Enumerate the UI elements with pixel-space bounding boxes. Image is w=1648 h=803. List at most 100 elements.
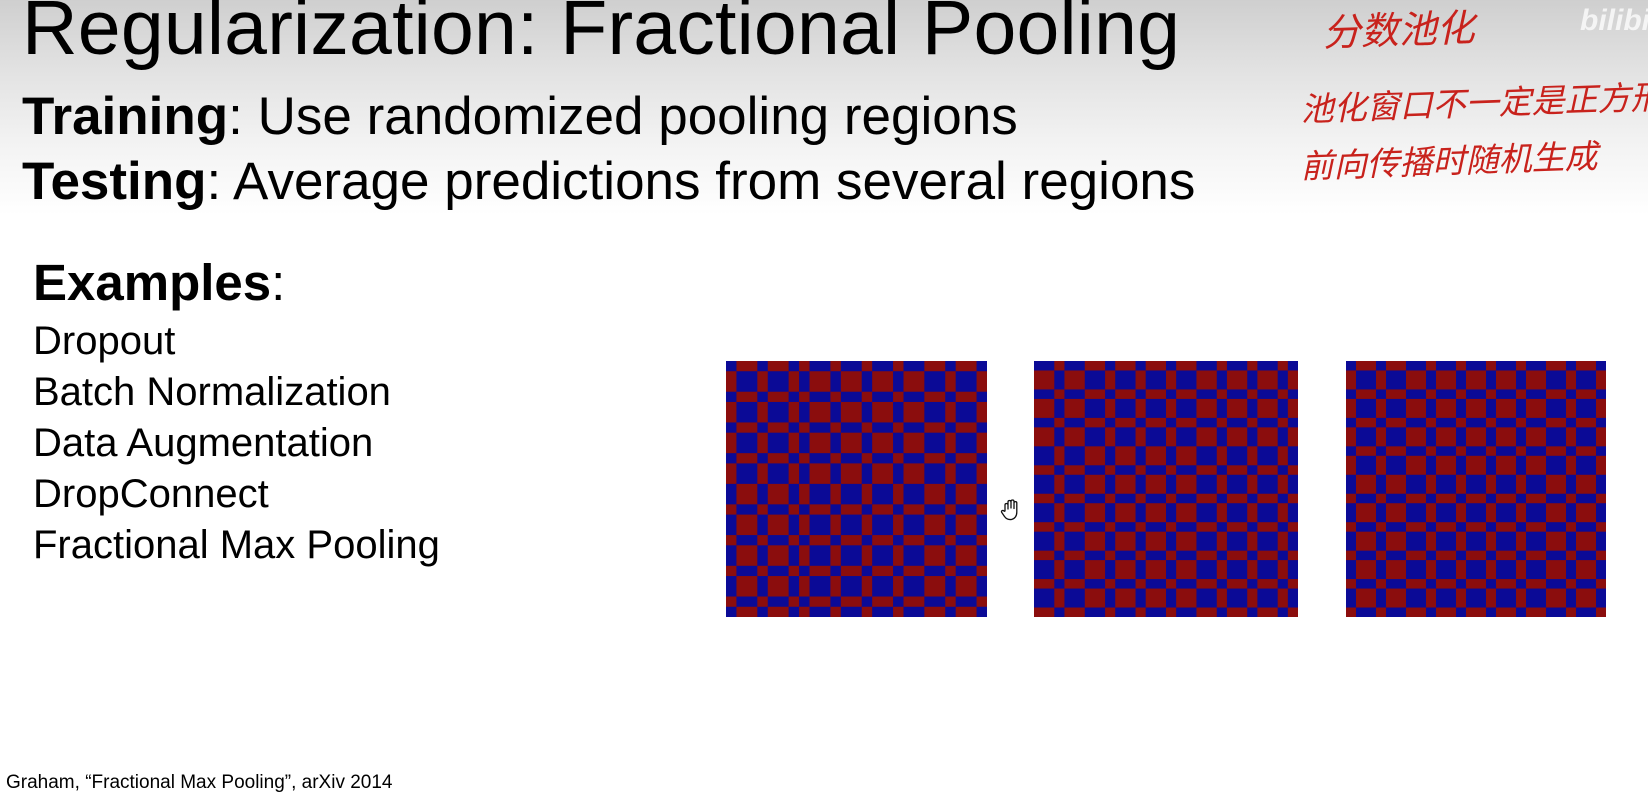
pooling-region-cell — [1386, 607, 1407, 617]
pooling-region-cell — [1064, 588, 1086, 609]
pooling-region-cell — [1486, 361, 1497, 372]
pooling-region-cell — [1166, 474, 1177, 495]
handwritten-note-3: 前向传播时随机生成 — [1299, 136, 1599, 186]
pooling-region-cell — [1176, 427, 1198, 447]
pooling-region-cell — [1257, 531, 1279, 552]
pooling-region-cell — [1436, 427, 1457, 447]
pooling-region-cell — [1436, 398, 1457, 419]
pooling-region-cell — [1034, 560, 1055, 580]
pooling-region-cell — [1356, 474, 1377, 495]
pooling-region-cell — [1084, 588, 1106, 609]
pooling-region-cell — [840, 504, 863, 516]
pooling-region-cell — [1356, 455, 1377, 476]
pooling-region-cell — [1356, 370, 1377, 391]
pooling-region-cell — [1196, 493, 1218, 504]
pooling-region-cell — [1486, 398, 1497, 419]
pooling-region-cell — [1496, 417, 1517, 428]
pooling-region-cell — [1516, 522, 1527, 533]
examples-list: Dropout Batch Normalization Data Augment… — [33, 316, 440, 571]
pooling-region-cell — [1456, 503, 1467, 523]
pooling-region-cell — [924, 422, 946, 434]
pooling-region-cell — [830, 371, 842, 393]
pooling-region-cell — [1356, 427, 1377, 447]
pooling-region-cell — [1277, 607, 1289, 617]
pooling-region-cell — [767, 514, 790, 536]
pooling-region-cell — [1034, 389, 1055, 400]
pooling-region-cell — [767, 565, 790, 577]
pooling-region-cell — [736, 361, 758, 372]
pooling-region-cell — [1346, 417, 1357, 428]
pooling-region-cell — [1406, 370, 1427, 391]
pooling-region-cell — [1257, 550, 1279, 561]
pooling-region-cell — [1406, 361, 1427, 372]
pooling-region-cell — [1356, 398, 1377, 419]
pooling-region-cell — [1546, 579, 1567, 590]
pooling-region-cell — [1576, 607, 1597, 617]
pooling-region-cell — [1287, 493, 1298, 504]
pooling-region-cell — [1166, 522, 1177, 533]
pooling-region-cell — [1466, 389, 1487, 400]
pooling-region-cell — [903, 606, 925, 617]
pooling-region-cell — [1105, 427, 1116, 447]
pooling-region-cell — [1226, 522, 1248, 533]
pooling-region-cell — [1496, 370, 1517, 391]
pooling-region-cell — [1596, 503, 1606, 523]
pooling-region-cell — [1287, 361, 1298, 372]
pooling-region-cell — [1576, 427, 1597, 447]
pooling-region-cell — [1034, 522, 1055, 533]
pooling-region-cell — [945, 401, 957, 424]
pooling-region-cell — [1247, 417, 1258, 428]
pooling-region-cell — [1034, 474, 1055, 495]
pooling-region-cell — [1376, 361, 1387, 372]
pooling-region-cell — [1084, 560, 1106, 580]
pooling-region-cell — [726, 361, 738, 372]
pooling-region-cell — [1546, 550, 1567, 561]
pooling-region-cell — [840, 483, 863, 505]
pooling-region-cell — [1346, 361, 1357, 372]
pooling-region-cell — [1166, 531, 1177, 552]
pooling-region-cell — [1054, 522, 1066, 533]
bilibili-watermark-logo: bilibili — [1580, 4, 1648, 37]
pooling-region-cell — [1216, 398, 1228, 419]
pooling-region-cell — [955, 565, 978, 577]
pooling-region-cell — [840, 606, 863, 617]
pooling-region-cell — [1054, 588, 1066, 609]
pooling-region-cell — [924, 596, 946, 608]
pooling-region-cell — [757, 463, 769, 485]
pooling-region-cell — [1546, 607, 1567, 617]
pooling-region-cell — [872, 576, 894, 598]
pooling-region-cell — [1406, 474, 1427, 495]
pooling-region-cell — [893, 463, 905, 485]
pooling-region-cell — [1386, 417, 1407, 428]
pooling-region-cell — [1486, 550, 1497, 561]
pooling-region-cell — [788, 565, 800, 577]
pooling-region-cell — [840, 576, 863, 598]
pooling-region-cell — [1426, 474, 1437, 495]
pooling-region-cell — [767, 545, 790, 567]
pooling-region-cell — [1376, 474, 1387, 495]
pooling-region-cell — [861, 606, 873, 617]
pooling-region-cell — [1566, 474, 1577, 495]
pooling-region-cell — [872, 514, 894, 536]
pooling-region-cell — [809, 545, 831, 567]
pooling-region-cell — [1386, 361, 1407, 372]
pooling-region-cell — [1166, 503, 1177, 523]
pooling-region-cell — [1034, 370, 1055, 391]
pooling-region-cell — [1546, 588, 1567, 609]
pooling-region-cell — [1277, 361, 1289, 372]
pooling-region-cell — [1356, 503, 1377, 523]
pooling-region-cell — [1496, 493, 1517, 504]
pooling-region-cell — [861, 504, 873, 516]
pooling-region-cell — [1566, 417, 1577, 428]
pooling-region-cell — [903, 483, 925, 505]
pooling-region-cell — [1406, 588, 1427, 609]
pooling-region-cell — [1247, 493, 1258, 504]
pooling-region-cell — [1216, 607, 1228, 617]
pooling-region-cell — [1216, 522, 1228, 533]
pooling-region-cell — [1277, 370, 1289, 391]
pooling-region-cell — [955, 535, 978, 546]
pooling-region-cell — [955, 483, 978, 505]
pooling-region-cell — [893, 545, 905, 567]
pooling-region-cell — [1115, 607, 1137, 617]
pooling-region-cell — [1216, 493, 1228, 504]
